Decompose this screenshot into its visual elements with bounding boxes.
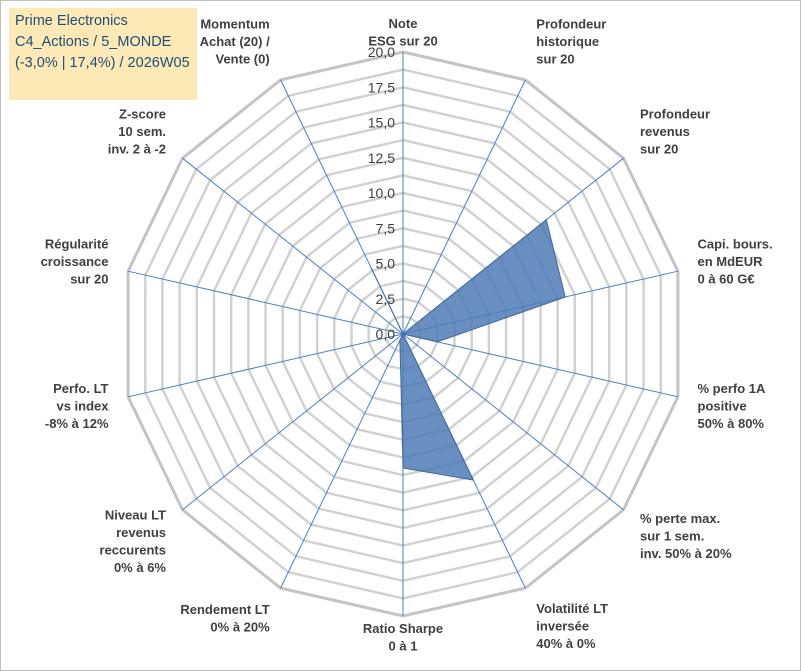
axis-label-line: % perfo 1A: [698, 381, 767, 396]
axis-label: Niveau LT revenus reccurents 0% à 6%: [100, 508, 167, 576]
axis-spoke: [402, 333, 679, 398]
axis-label-line: 50% à 80%: [698, 416, 765, 431]
axis-spoke: [402, 79, 526, 335]
title-company: Prime Electronics: [15, 13, 128, 29]
axis-label: Momentum Achat (20) / Vente (0): [200, 17, 270, 67]
axis-label: Z-score 10 sem. inv. 2 à -2: [108, 107, 166, 157]
axis-label-line: 0 à 1: [389, 639, 418, 654]
axis-label: Profondeur revenus sur 20: [640, 107, 710, 157]
axis-label-line: sur 20: [640, 142, 678, 157]
axis-label-line: Régularité: [45, 237, 109, 252]
axis-label-line: Capi. bours.: [698, 237, 773, 252]
axis-label-line: historique: [536, 34, 599, 49]
axis-label-line: sur 20: [70, 272, 108, 287]
axis-label-line: Profondeur: [536, 17, 606, 32]
axis-label: Perfo. LT vs index -8% à 12%: [45, 381, 109, 431]
tick-label: 2,5: [376, 291, 396, 307]
radar-axis-labels: Note ESG sur 20 Profondeur historique sur 20…: [41, 16, 773, 654]
axis-label-line: % perte max.: [640, 511, 720, 526]
axis-label-line: Profondeur: [640, 107, 710, 122]
tick-label: 5,0: [376, 256, 396, 272]
title-category: C4_Actions / 5_MONDE: [15, 34, 172, 50]
axis-label-line: en MdEUR: [698, 254, 764, 269]
axis-label-line: sur 1 sem.: [640, 528, 704, 543]
tick-label: 12,5: [368, 150, 395, 166]
axis-label-line: Momentum: [200, 17, 269, 32]
tick-label: 7,5: [376, 220, 396, 236]
tick-label: 10,0: [368, 185, 395, 201]
axis-label-line: croissance: [41, 254, 109, 269]
axis-label-line: 40% à 0%: [536, 636, 596, 651]
axis-label: % perte max. sur 1 sem. inv. 50% à 20%: [640, 511, 732, 561]
axis-label-line: Note: [389, 16, 418, 31]
axis-label-line: 0% à 20%: [210, 619, 270, 634]
axis-label: Note ESG sur 20: [368, 16, 437, 49]
axis-spoke: [182, 157, 404, 335]
axis-spoke: [402, 333, 624, 511]
axis-label-line: Volatilité LT: [536, 601, 608, 616]
axis-label-line: Niveau LT: [105, 508, 166, 523]
axis-label-line: vs index: [56, 398, 109, 413]
axis-label: Régularité croissance sur 20: [41, 237, 109, 287]
axis-label-line: sur 20: [536, 52, 574, 67]
axis-label: Capi. bours. en MdEUR 0 à 60 G€: [698, 237, 773, 287]
radar-tick-labels: 0,0 2,5 5,0 7,5 10,0 12,5 15,0 17,5 20,0: [368, 44, 395, 342]
axis-label-line: 0% à 6%: [114, 560, 166, 575]
axis-label-line: Z-score: [119, 107, 166, 122]
radar-series: [370, 218, 566, 481]
series-area: [370, 218, 566, 481]
chart-title-box: Prime Electronics C4_Actions / 5_MONDE (…: [9, 8, 197, 100]
axis-label-line: revenus: [640, 124, 690, 139]
axis-spoke: [182, 333, 404, 511]
axis-label-line: revenus: [116, 525, 166, 540]
tick-label: 17,5: [368, 79, 395, 95]
axis-spoke: [280, 333, 404, 589]
axis-label: Ratio Sharpe 0 à 1: [363, 621, 443, 654]
axis-label-line: 10 sem.: [118, 124, 166, 139]
axis-label-line: inversée: [536, 618, 589, 633]
axis-label-line: positive: [698, 398, 747, 413]
axis-label: Profondeur historique sur 20: [536, 17, 606, 67]
axis-label-line: inv. 50% à 20%: [640, 546, 732, 561]
tick-label: 20,0: [368, 44, 395, 60]
title-range-week: (-3,0% | 17,4%) / 2026W05: [15, 55, 190, 71]
axis-spoke: [127, 333, 404, 398]
axis-label-line: Vente (0): [216, 52, 270, 67]
axis-label: Volatilité LT inversée 40% à 0%: [536, 601, 608, 651]
tick-label: 15,0: [368, 115, 395, 131]
axis-label-line: Perfo. LT: [53, 381, 108, 396]
axis-label: Rendement LT 0% à 20%: [180, 602, 270, 635]
axis-label: % perfo 1A positive 50% à 80%: [698, 381, 767, 431]
axis-label-line: Ratio Sharpe: [363, 621, 443, 636]
tick-label: 0,0: [376, 326, 396, 342]
axis-spoke: [127, 270, 404, 335]
axis-label-line: ESG sur 20: [368, 34, 437, 49]
axis-label-line: Achat (20) /: [200, 34, 270, 49]
axis-label-line: inv. 2 à -2: [108, 142, 166, 157]
axis-label-line: -8% à 12%: [45, 416, 109, 431]
axis-label-line: reccurents: [100, 543, 166, 558]
axis-label-line: 0 à 60 G€: [698, 272, 755, 287]
axis-label-line: Rendement LT: [180, 602, 269, 617]
